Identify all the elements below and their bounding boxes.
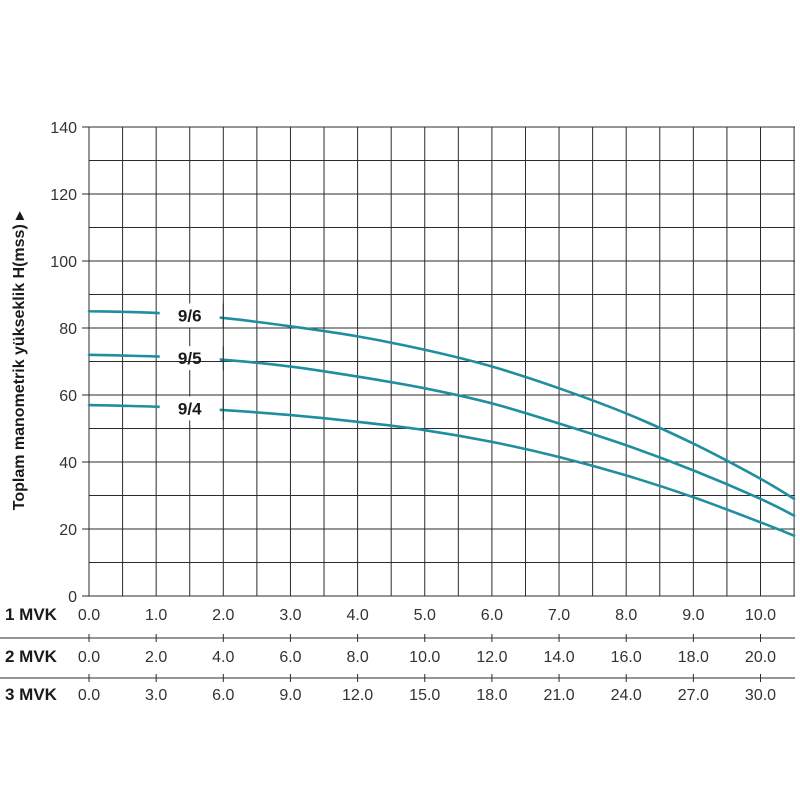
x-tick-label: 0.0 xyxy=(78,607,100,624)
x-axis-row-label: 1 MVK xyxy=(5,605,58,624)
x-tick-label: 2.0 xyxy=(145,649,167,666)
y-tick-label: 80 xyxy=(59,321,77,338)
x-tick-label: 4.0 xyxy=(212,649,234,666)
x-tick-label: 18.0 xyxy=(476,687,507,704)
x-tick-label: 12.0 xyxy=(476,649,507,666)
x-tick-label: 18.0 xyxy=(678,649,709,666)
x-tick-label: 12.0 xyxy=(342,687,373,704)
x-tick-label: 4.0 xyxy=(346,607,368,624)
y-tick-label: 120 xyxy=(50,187,77,204)
chart-grid xyxy=(88,126,795,597)
y-axis-ticks: 0 20 40 60 80 100 120 140 xyxy=(50,120,89,606)
y-tick-label: 100 xyxy=(50,254,77,271)
x-tick-label: 8.0 xyxy=(615,607,637,624)
x-tick-label: 6.0 xyxy=(481,607,503,624)
x-tick-label: 5.0 xyxy=(414,607,436,624)
x-tick-label: 1.0 xyxy=(145,607,167,624)
series-curves xyxy=(87,309,796,537)
series-label-backing xyxy=(159,346,220,371)
x-tick-label: 0.0 xyxy=(78,649,100,666)
y-tick-label: 40 xyxy=(59,455,77,472)
x-tick-label: 30.0 xyxy=(745,687,776,704)
x-tick-label: 27.0 xyxy=(678,687,709,704)
x-tick-label: 2.0 xyxy=(212,607,234,624)
y-tick-label: 60 xyxy=(59,388,77,405)
x-axis-row-label: 2 MVK xyxy=(5,647,58,666)
series-label: 9/5 xyxy=(178,349,202,368)
x-tick-label: 3.0 xyxy=(145,687,167,704)
x-tick-label: 16.0 xyxy=(611,649,642,666)
x-tick-label: 6.0 xyxy=(212,687,234,704)
x-tick-label: 9.0 xyxy=(682,607,704,624)
series-labels: 9/6 9/5 9/4 xyxy=(159,303,224,421)
x-tick-label: 10.0 xyxy=(409,649,440,666)
y-tick-label: 140 xyxy=(50,120,77,137)
x-tick-label: 7.0 xyxy=(548,607,570,624)
series-label: 9/6 xyxy=(178,306,202,325)
x-tick-label: 3.0 xyxy=(279,607,301,624)
x-tick-label: 15.0 xyxy=(409,687,440,704)
x-tick-label: 6.0 xyxy=(279,649,301,666)
y-axis-label: Toplam manometrik yükseklik H(mss) ▸ xyxy=(11,211,28,510)
series-line xyxy=(87,353,796,517)
x-tick-label: 0.0 xyxy=(78,687,100,704)
y-tick-label: 0 xyxy=(68,589,77,606)
x-tick-label: 8.0 xyxy=(346,649,368,666)
x-axes-table: 1 MVK 0.0 1.0 2.0 3.0 4.0 5.0 6.0 7.0 8.0 9.0 10.0 2… xyxy=(0,605,795,704)
series-line xyxy=(87,403,796,537)
x-tick-label: 10.0 xyxy=(745,607,776,624)
x-axis-row-label: 3 MVK xyxy=(5,685,58,704)
x-tick-label: 9.0 xyxy=(279,687,301,704)
x-tick-label: 24.0 xyxy=(611,687,642,704)
x-tick-label: 20.0 xyxy=(745,649,776,666)
series-label-backing xyxy=(159,396,220,421)
series-label-backing xyxy=(159,303,220,328)
y-tick-label: 20 xyxy=(59,522,77,539)
series-label: 9/4 xyxy=(178,399,202,418)
x-tick-label: 21.0 xyxy=(543,687,574,704)
x-tick-label: 14.0 xyxy=(543,649,574,666)
